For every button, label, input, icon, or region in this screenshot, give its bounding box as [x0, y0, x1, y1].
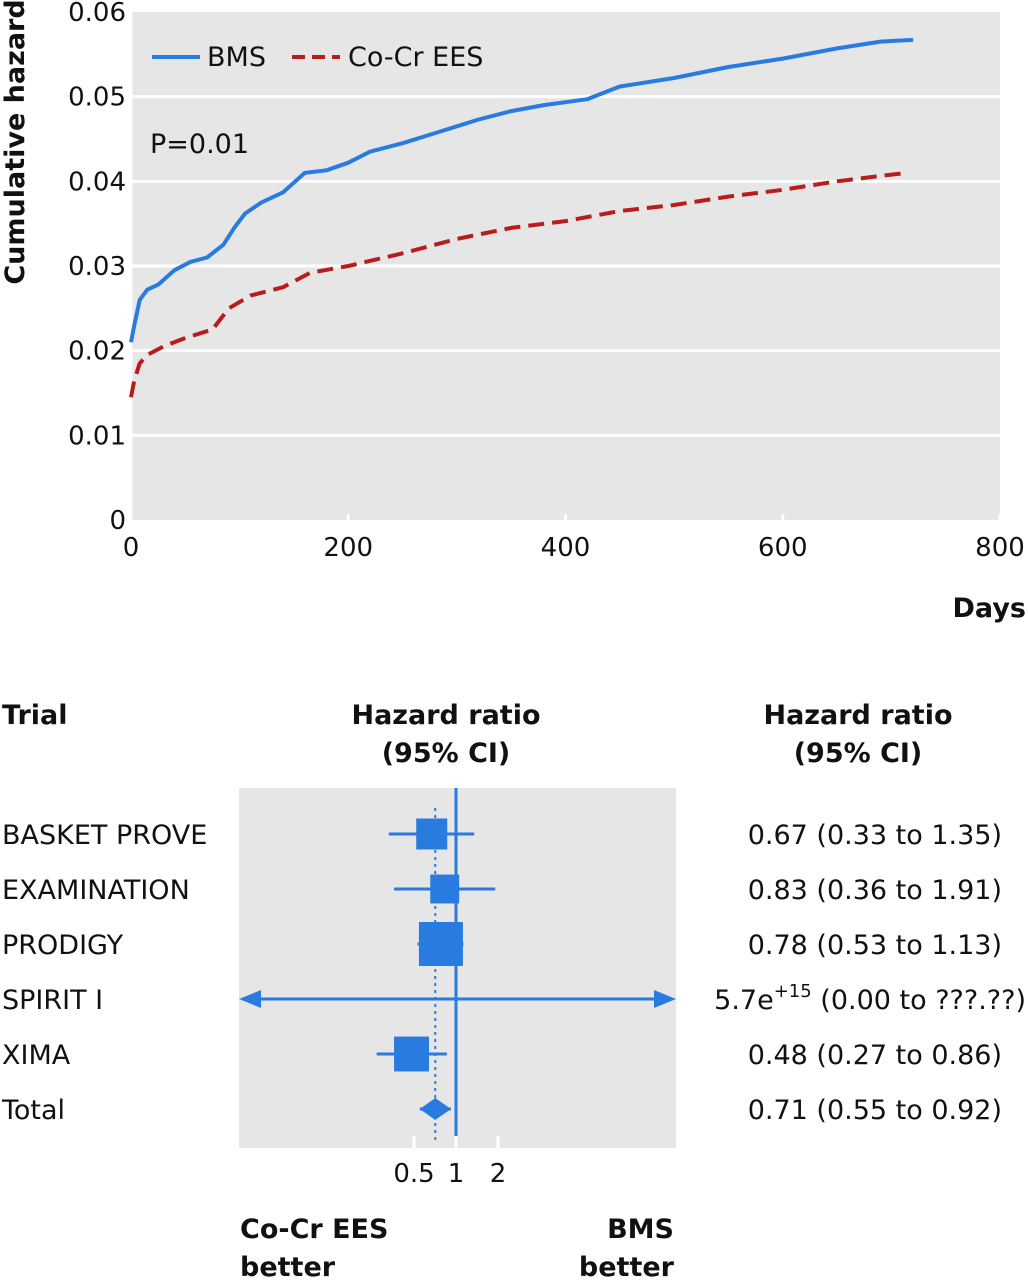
y-axis-label: Cumulative hazard — [0, 0, 31, 285]
forest-x-axis-ticks: 0.5 1 2 — [393, 1136, 506, 1189]
series-lines — [129, 37, 914, 398]
y-tick-label: 0.03 — [68, 252, 126, 282]
series-line-cocr-ees — [129, 170, 908, 398]
point-estimate-box — [416, 818, 448, 850]
forest-rows: BASKET PROVE 0.67 (0.33 to 1.35) EXAMINATI… — [1, 788, 1026, 1148]
hazard-ratio-text: 0.71 (0.55 to 0.92) — [748, 1095, 1002, 1126]
legend: BMS Co-Cr EES — [152, 42, 483, 73]
x-tick-label: 0 — [123, 533, 140, 563]
legend-label-bms: BMS — [207, 42, 266, 73]
column-header-hr-mid-line1: Hazard ratio — [351, 700, 540, 731]
forest-x-tick-label: 0.5 — [393, 1159, 434, 1189]
y-tick-label: 0 — [109, 506, 126, 536]
x-tick-label: 600 — [758, 533, 808, 563]
trial-label: PRODIGY — [2, 930, 124, 961]
p-value-annotation: P=0.01 — [150, 129, 249, 160]
left-caption-line1: Co-Cr EES — [240, 1214, 388, 1245]
trial-label: SPIRIT I — [2, 985, 103, 1016]
forest-x-tick-label: 2 — [490, 1159, 507, 1189]
x-tick-label: 200 — [323, 533, 373, 563]
hazard-ratio-text: 0.67 (0.33 to 1.35) — [748, 820, 1002, 851]
cumulative-hazard-plot: 00.010.020.030.040.050.06 0 200 400 600 800 … — [0, 0, 1026, 624]
series-line-bms — [129, 37, 914, 343]
x-tick-label: 400 — [541, 533, 591, 563]
right-caption-line1: BMS — [607, 1214, 674, 1245]
point-estimate-box — [430, 874, 460, 904]
right-caption-line2: better — [579, 1252, 675, 1280]
x-tick-label: 800 — [975, 533, 1025, 563]
left-caption-line2: better — [240, 1252, 336, 1280]
y-tick-label: 0.04 — [68, 167, 126, 197]
trial-label: BASKET PROVE — [2, 820, 207, 851]
column-header-trial: Trial — [2, 700, 68, 731]
hazard-ratio-text: 0.78 (0.53 to 1.13) — [748, 930, 1002, 961]
point-estimate-box — [394, 1036, 429, 1072]
y-tick-label: 0.02 — [68, 337, 126, 367]
column-header-hr-right-line1: Hazard ratio — [763, 700, 952, 731]
y-axis-ticks: 0 0.01 0.02 0.03 0.04 0.05 0.06 — [68, 0, 126, 536]
column-header-hr-right-line2: (95% CI) — [794, 738, 923, 769]
y-tick-label: 0.05 — [68, 83, 126, 113]
column-header-hr-mid-line2: (95% CI) — [382, 738, 511, 769]
hazard-ratio-text: 0.48 (0.27 to 0.86) — [748, 1040, 1002, 1071]
hazard-ratio-text: 0.83 (0.36 to 1.91) — [748, 875, 1002, 906]
y-tick-label: 0.06 — [68, 0, 126, 28]
trial-label: EXAMINATION — [2, 875, 190, 906]
hazard-ratio-text: 5.7e+15 (0.00 to ???.??) — [714, 981, 1026, 1016]
trial-label: XIMA — [2, 1040, 71, 1071]
trial-label: Total — [1, 1095, 65, 1126]
arrow-right — [654, 990, 676, 1008]
grid — [131, 95, 1000, 437]
forest-plot: Trial Hazard ratio (95% CI) Hazard ratio… — [1, 700, 1026, 1280]
x-axis-ticks: 0 200 400 600 800 — [123, 12, 1025, 563]
forest-x-tick-label: 1 — [448, 1159, 465, 1189]
pooled-diamond — [419, 1098, 451, 1120]
arrow-left — [239, 990, 261, 1008]
y-tick-label: 0.01 — [68, 421, 126, 451]
x-axis-label: Days — [953, 593, 1026, 624]
legend-label-cocr: Co-Cr EES — [348, 42, 483, 73]
point-estimate-box — [418, 922, 463, 966]
